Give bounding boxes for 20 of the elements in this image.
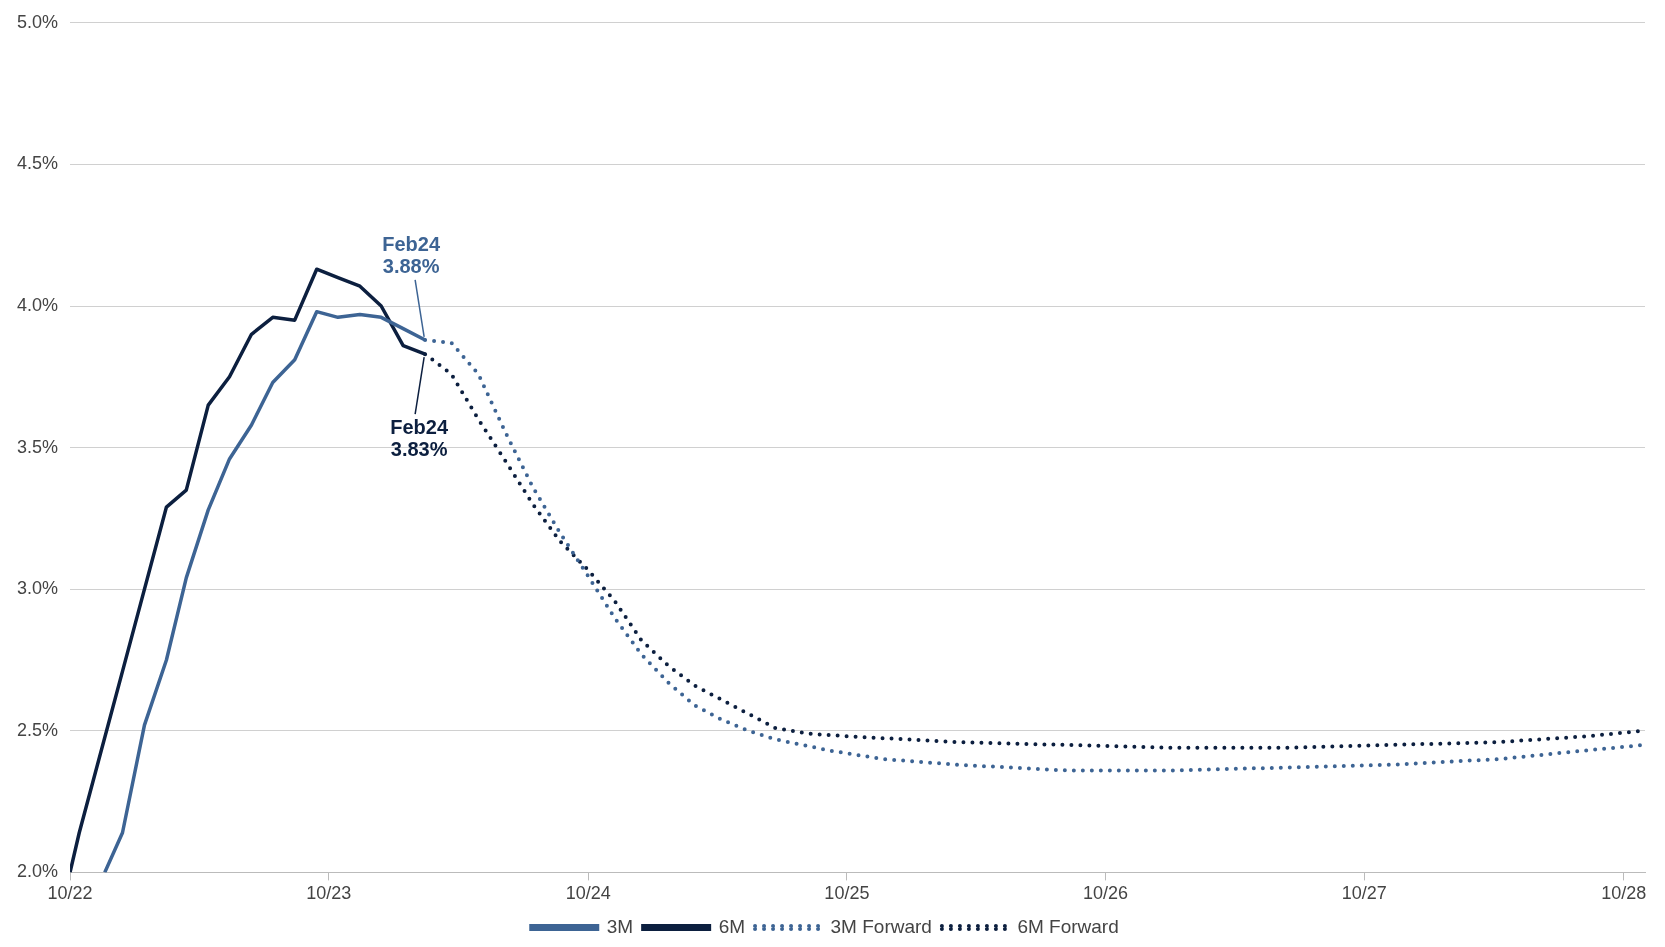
x-tick-label: 10/22 xyxy=(47,883,93,904)
y-tick-label: 4.5% xyxy=(17,153,59,174)
y-tick-label: 2.5% xyxy=(17,719,59,740)
legend-label: 6M xyxy=(718,915,746,937)
y-tick-label: 2.0% xyxy=(17,861,59,882)
y-tick-label: 4.0% xyxy=(17,294,59,315)
y-tick-label: 3.5% xyxy=(17,436,59,457)
x-tick-label: 10/27 xyxy=(1341,883,1387,904)
x-tick-label: 10/25 xyxy=(824,883,870,904)
x-tick-label: 10/28 xyxy=(1601,883,1647,904)
annotation: Feb24 3.83% xyxy=(390,415,449,460)
y-tick-label: 5.0% xyxy=(17,11,59,32)
legend-label: 6M Forward xyxy=(1017,915,1119,937)
legend-label: 3M Forward xyxy=(830,915,932,937)
x-tick-label: 10/24 xyxy=(565,883,611,904)
annotation: Feb24 3.88% xyxy=(382,233,441,278)
x-tick-label: 10/26 xyxy=(1083,883,1129,904)
y-tick-label: 3.0% xyxy=(17,578,59,599)
legend-label: 3M xyxy=(606,915,634,937)
x-tick-label: 10/23 xyxy=(306,883,352,904)
